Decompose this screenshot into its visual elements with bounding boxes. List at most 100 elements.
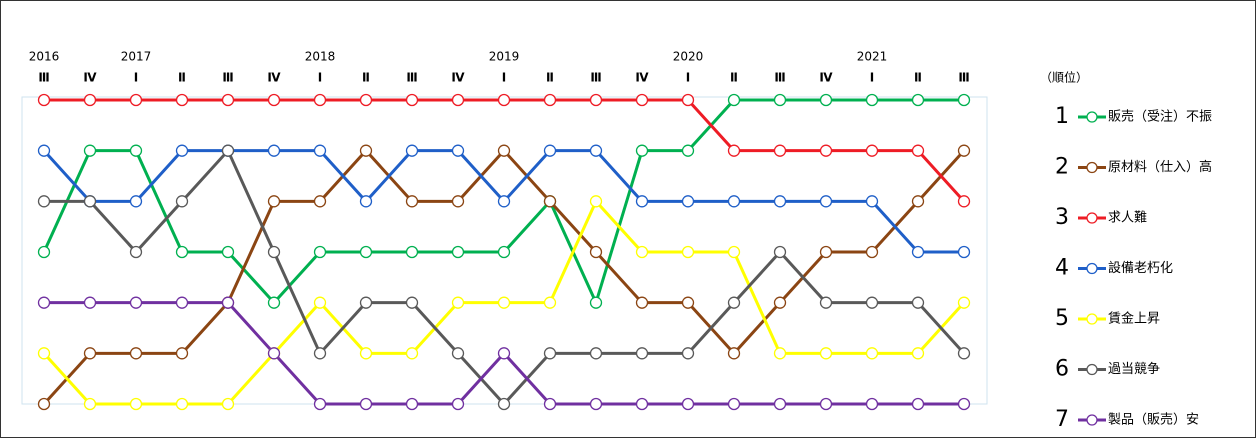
marker: [911, 195, 925, 208]
marker: [681, 397, 695, 411]
marker: [865, 347, 879, 360]
marker: [83, 144, 97, 157]
marker: [175, 397, 189, 411]
marker: [681, 296, 695, 309]
marker: [83, 93, 97, 107]
year-label: 2020: [673, 50, 704, 64]
marker: [359, 296, 373, 309]
marker: [681, 245, 695, 259]
year-label: 2016: [29, 50, 60, 64]
legend-rank: 6: [1055, 357, 1069, 382]
legend-rank: 4: [1055, 256, 1069, 281]
marker: [359, 93, 373, 107]
marker: [83, 296, 97, 309]
marker: [727, 245, 741, 259]
marker: [865, 397, 879, 411]
marker: [865, 195, 879, 208]
year-label: 2019: [489, 50, 520, 64]
marker: [37, 397, 51, 411]
marker: [405, 144, 419, 157]
year-label: 2018: [305, 50, 336, 64]
marker: [911, 245, 925, 259]
marker: [819, 144, 833, 157]
marker: [727, 397, 741, 411]
year-label: 2021: [857, 50, 888, 64]
marker: [221, 296, 235, 309]
marker: [635, 397, 649, 411]
marker: [957, 347, 971, 360]
marker: [681, 347, 695, 360]
marker: [727, 195, 741, 208]
marker: [405, 397, 419, 411]
marker: [37, 245, 51, 259]
marker: [451, 347, 465, 360]
marker: [819, 245, 833, 259]
marker: [773, 397, 787, 411]
marker: [819, 296, 833, 309]
marker: [681, 93, 695, 107]
marker: [543, 347, 557, 360]
marker: [773, 144, 787, 157]
marker: [405, 296, 419, 309]
x-tick-label: Ⅱ: [362, 71, 370, 85]
marker: [911, 347, 925, 360]
legend-label: 求人難: [1108, 211, 1147, 226]
marker: [865, 93, 879, 107]
marker: [543, 296, 557, 309]
marker: [957, 397, 971, 411]
marker: [451, 245, 465, 259]
marker: [129, 397, 143, 411]
marker: [589, 397, 603, 411]
legend-label: 製品（販売）安: [1108, 412, 1199, 428]
marker: [819, 397, 833, 411]
marker: [543, 397, 557, 411]
marker: [865, 245, 879, 259]
legend-marker: [1086, 161, 1098, 174]
marker: [911, 144, 925, 157]
marker: [359, 347, 373, 360]
x-tick-label: Ⅱ: [178, 71, 186, 85]
legend-marker: [1086, 313, 1098, 325]
marker: [865, 144, 879, 157]
x-tick-label: Ⅰ: [502, 71, 506, 85]
marker: [313, 195, 327, 208]
marker: [957, 296, 971, 309]
marker: [221, 144, 235, 157]
marker: [635, 245, 649, 259]
marker: [405, 195, 419, 208]
marker: [451, 397, 465, 411]
marker: [37, 195, 51, 208]
legend-marker: [1086, 363, 1098, 376]
marker: [911, 93, 925, 107]
marker: [957, 245, 971, 259]
marker: [957, 195, 971, 208]
marker: [681, 144, 695, 157]
legend-rank: 1: [1055, 104, 1069, 129]
marker: [129, 245, 143, 259]
marker: [865, 296, 879, 309]
marker: [497, 195, 511, 208]
marker: [957, 144, 971, 157]
x-tick-label: Ⅱ: [546, 71, 554, 85]
x-tick-label: Ⅰ: [870, 71, 874, 85]
marker: [773, 93, 787, 107]
marker: [221, 397, 235, 411]
marker: [129, 93, 143, 107]
marker: [221, 93, 235, 107]
marker: [175, 195, 189, 208]
marker: [635, 144, 649, 157]
marker: [681, 195, 695, 208]
marker: [313, 144, 327, 157]
marker: [451, 296, 465, 309]
legend-rank: 2: [1055, 155, 1069, 180]
marker: [405, 347, 419, 360]
marker: [911, 296, 925, 309]
legend-marker: [1086, 111, 1098, 123]
marker: [635, 347, 649, 360]
legend-rank: 3: [1055, 205, 1069, 230]
marker: [773, 195, 787, 208]
marker: [819, 93, 833, 107]
marker: [37, 347, 51, 360]
marker: [589, 347, 603, 360]
